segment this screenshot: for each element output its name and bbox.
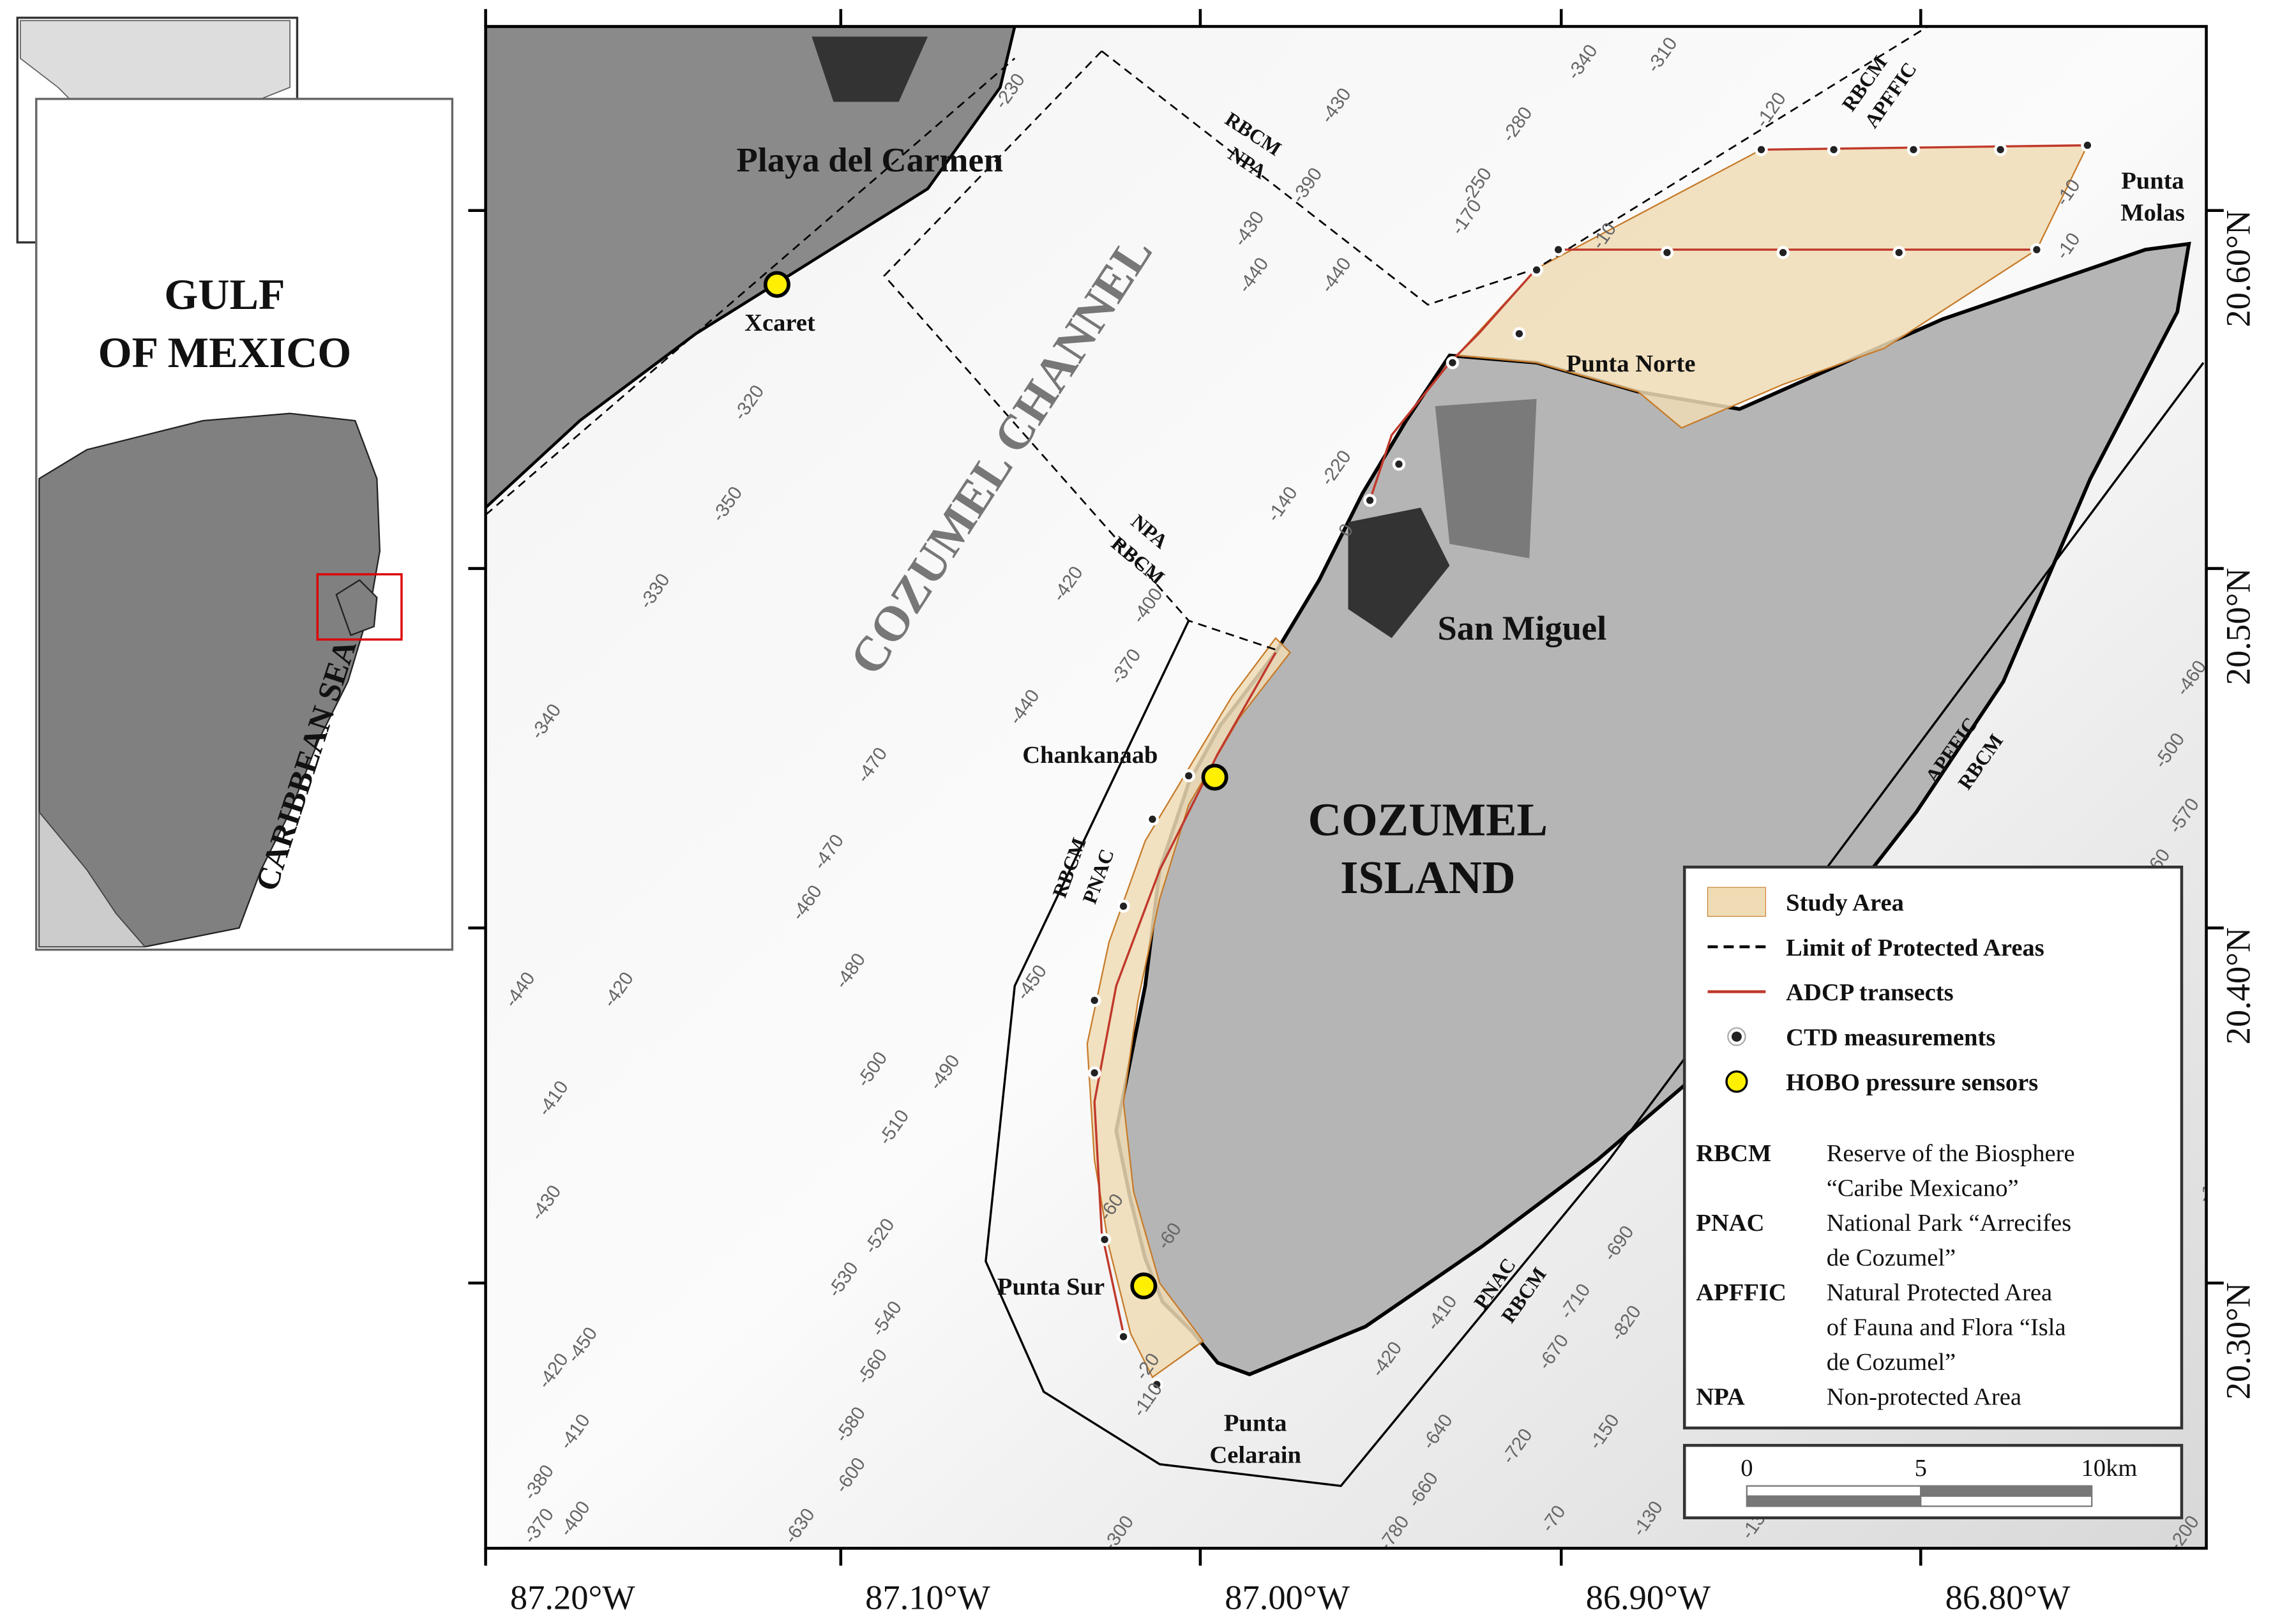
legend-definition: Reserve of the Biosphere <box>1827 1140 2075 1167</box>
place-label: San Miguel <box>1438 608 1607 647</box>
inset-label: GULF <box>164 270 285 319</box>
legend-definition: “Caribe Mexicano” <box>1827 1175 2019 1202</box>
island-label: ISLAND <box>1340 852 1516 903</box>
inset-label: OF MEXICO <box>98 328 352 377</box>
legend-entry: CTD measurements <box>1786 1025 1995 1051</box>
place-label: Punta Molas <box>2120 168 2185 227</box>
island-label: COZUMEL <box>1308 793 1548 845</box>
legend-definition: Natural Protected Area <box>1827 1279 2052 1306</box>
legend-abbr: PNAC <box>1696 1210 1764 1237</box>
place-label: Punta Celarain <box>1209 1410 1301 1468</box>
legend-definition: de Cozumel” <box>1827 1245 1956 1272</box>
scale-label: 5 <box>1915 1455 1927 1482</box>
legend-entry: HOBO pressure sensors <box>1786 1069 2038 1096</box>
legend-definition: National Park “Arrecifes <box>1827 1210 2071 1237</box>
legend-definition: de Cozumel” <box>1827 1349 1956 1376</box>
axes: 87.20°W 87.10°W 87.00°W 86.90°W 86.80°W 20.60… <box>468 9 2258 1617</box>
y-tick-label: 20.60°N <box>2219 210 2258 327</box>
scale-bar: 0 5 10km <box>1682 1443 2184 1519</box>
scale-label: 10km <box>2081 1455 2138 1482</box>
protected-boundary <box>985 362 2205 1487</box>
hobo-sensors <box>763 271 1228 1300</box>
ctd-points <box>1087 139 2094 1392</box>
x-tick-label: 87.20°W <box>510 1578 635 1617</box>
place-label: Chankanaab <box>1022 742 1158 769</box>
legend-entry: Study Area <box>1786 889 1904 916</box>
y-tick-label: 20.40°N <box>2219 928 2258 1045</box>
legend-definition: Non-protected Area <box>1827 1384 2021 1411</box>
x-tick-label: 87.00°W <box>1225 1578 1350 1617</box>
x-tick-label: 86.90°W <box>1586 1578 1711 1617</box>
legend-abbr: RBCM <box>1696 1140 1771 1167</box>
protected-limit <box>485 26 1929 651</box>
legend-definition: of Fauna and Flora “Isla <box>1827 1314 2066 1341</box>
legend: Study Area Limit of Protected Areas ADCP t… <box>1682 866 2184 1430</box>
map-frame <box>484 25 2208 1550</box>
place-label: Punta Sur <box>997 1274 1105 1300</box>
place-label: Punta Norte <box>1566 350 1696 377</box>
legend-entry: Limit of Protected Areas <box>1786 935 2044 961</box>
y-tick-label: 20.30°N <box>2219 1282 2258 1400</box>
y-tick-label: 20.50°N <box>2219 568 2258 686</box>
legend-abbr: NPA <box>1696 1384 1745 1411</box>
place-label: Xcaret <box>744 310 815 336</box>
legend-entry: ADCP transects <box>1786 979 1954 1006</box>
inset-yucatan: GULF OF MEXICO CARIBBEAN SEA <box>35 98 454 951</box>
x-tick-label: 87.10°W <box>865 1578 990 1617</box>
scale-label: 0 <box>1741 1455 1753 1482</box>
x-tick-label: 86.80°W <box>1945 1578 2071 1617</box>
place-label: Playa del Carmen <box>736 140 1003 179</box>
legend-abbr: APFFIC <box>1696 1279 1786 1306</box>
map-body: -230-310-340-120-280-430-390 -250-170-430… <box>485 26 2207 1549</box>
